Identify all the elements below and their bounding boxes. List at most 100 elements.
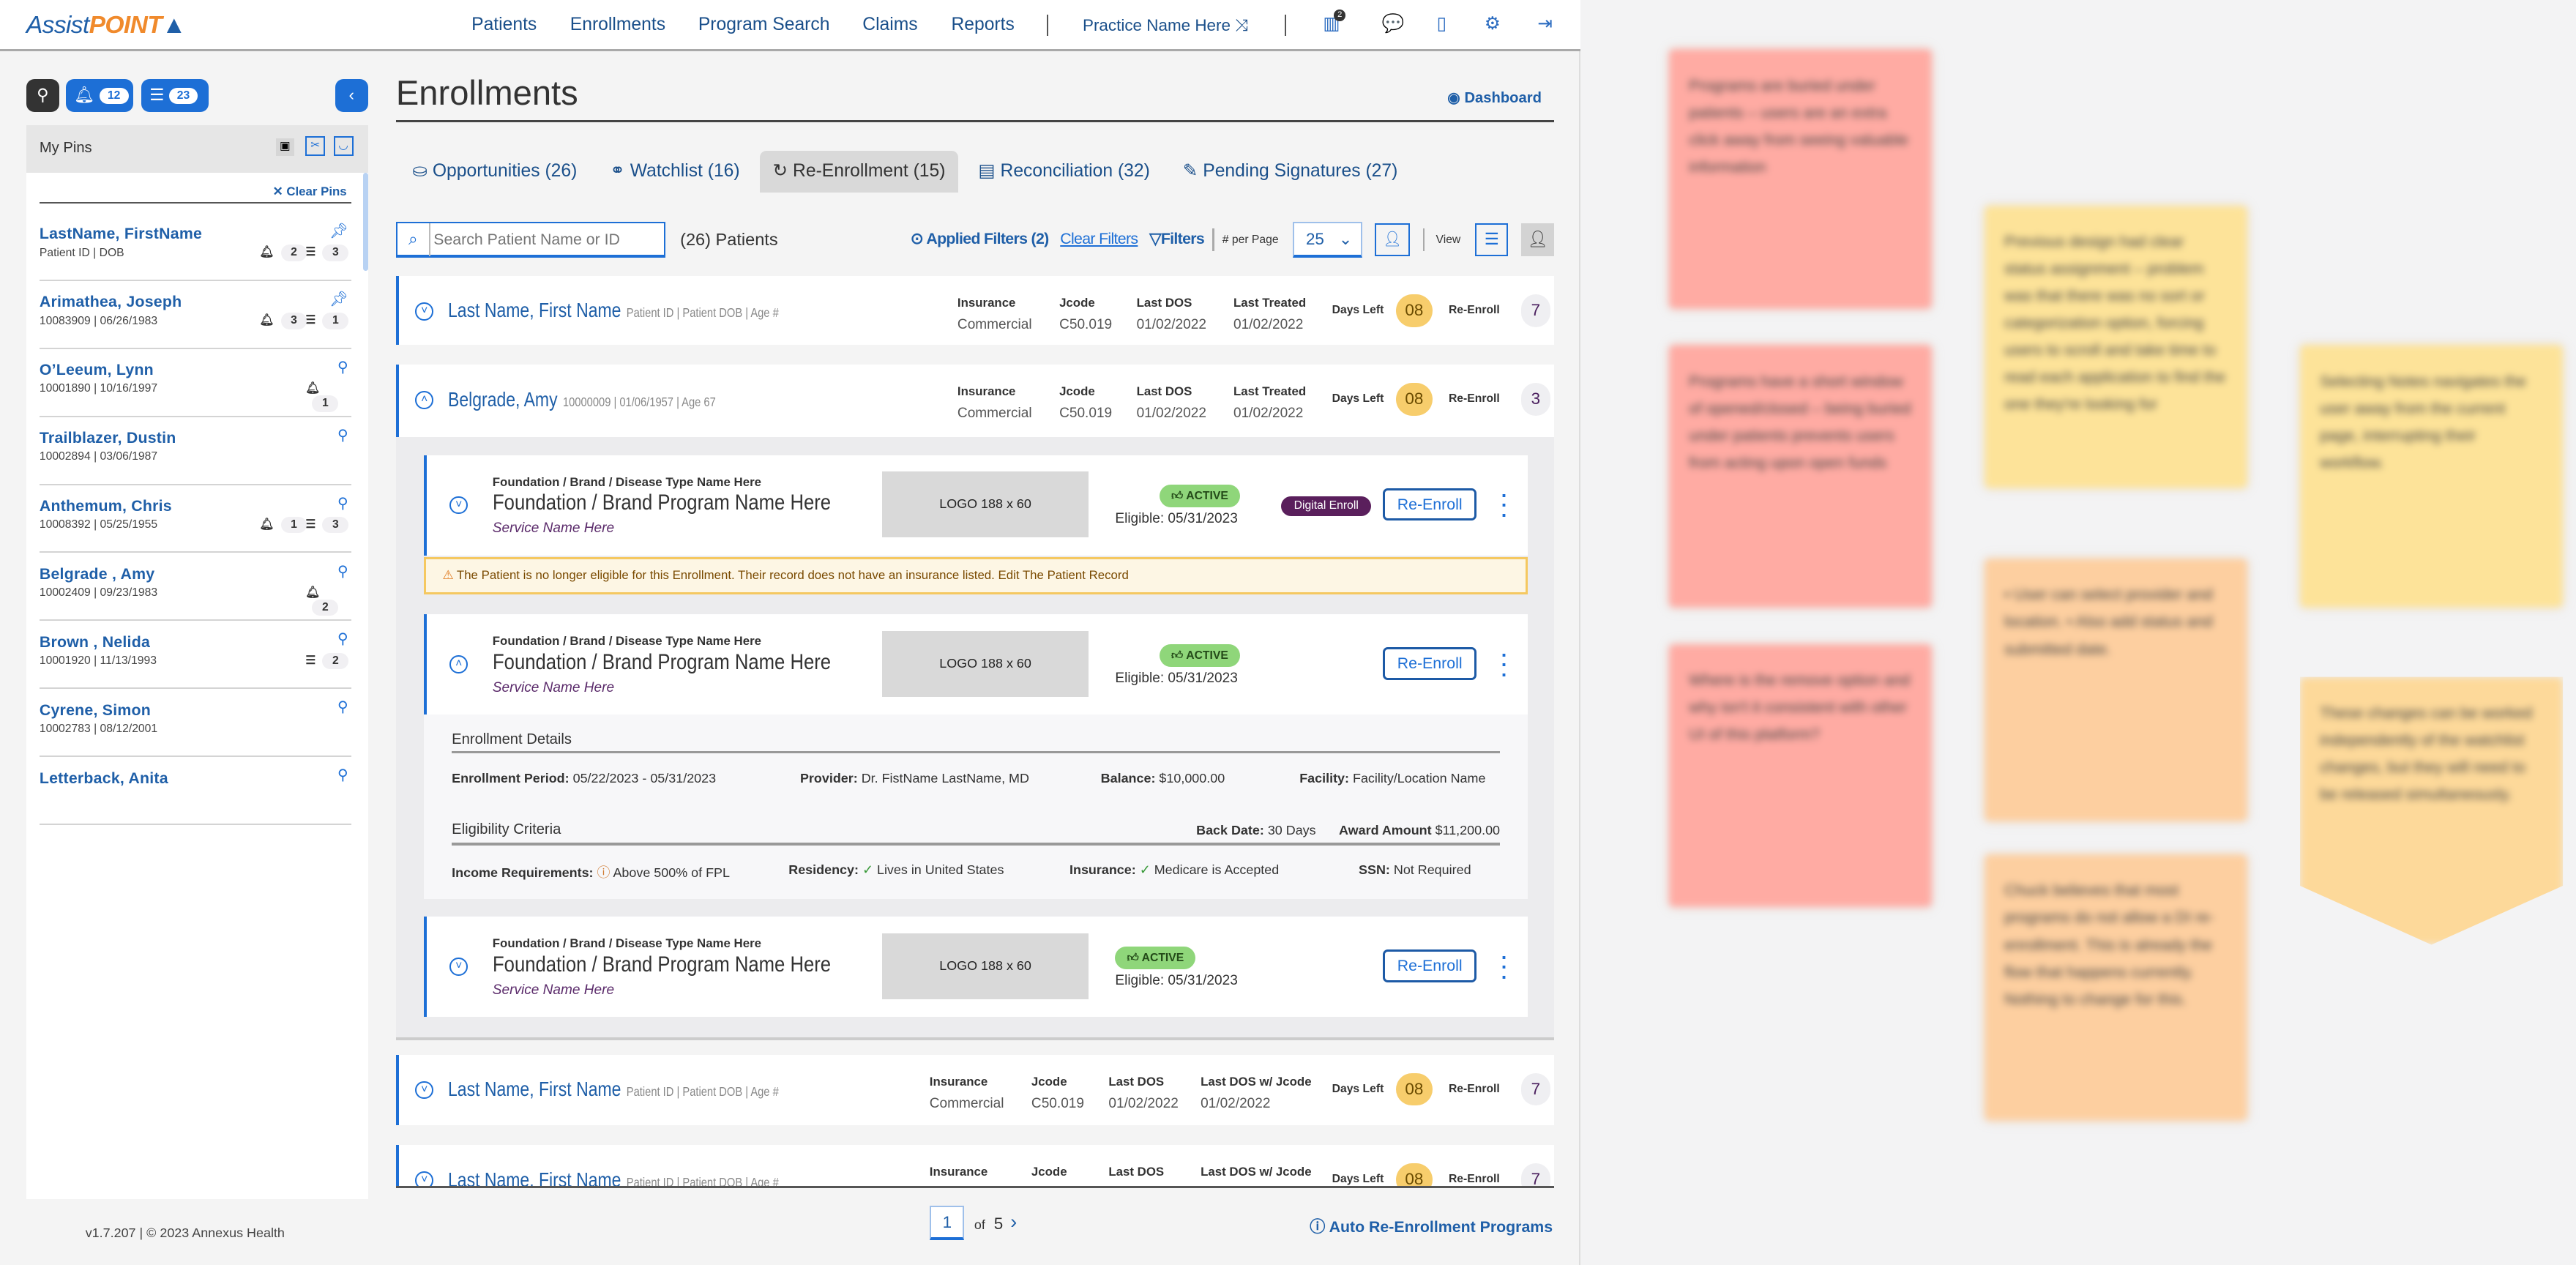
chevron-down-circle-icon[interactable]: ˅ [449, 496, 468, 515]
practice-switcher[interactable]: Practice Name Here ⤨ [1083, 16, 1248, 35]
sticky-note[interactable]: Previous design had clear status assignm… [1985, 206, 2247, 488]
sticky-note[interactable]: These changes can be worked independentl… [2300, 677, 2563, 945]
re-enroll-button[interactable]: Re-Enroll [1383, 488, 1476, 521]
pin-filled-icon[interactable]: 📌︎ [329, 222, 348, 240]
re-enroll-button[interactable]: Re-Enroll [1383, 647, 1476, 680]
more-options-icon[interactable]: · · · [1501, 651, 1511, 680]
clear-pins-button[interactable]: ✕ Clear Pins [273, 184, 347, 199]
ribbon-filter-icon[interactable]: ✂ [305, 136, 325, 156]
bowl-filter-icon[interactable]: ◡ [334, 136, 354, 156]
logout-icon[interactable]: ⇥ [1534, 13, 1556, 34]
sticky-note[interactable]: Programs are buried under patients – use… [1669, 49, 1932, 309]
list-view-button[interactable]: ☰ [1475, 223, 1508, 256]
sticky-note[interactable]: Programs have a short window of opened/c… [1669, 345, 1932, 608]
document-icon[interactable]: ▯ [1431, 13, 1452, 34]
pin-name[interactable]: Anthemum, Chris [40, 497, 172, 515]
pin-outline-icon[interactable]: ⚲ [337, 766, 348, 784]
next-page-button[interactable]: › [1010, 1211, 1017, 1234]
chat-help-icon[interactable]: 💬 [1381, 13, 1403, 34]
search-field[interactable] [433, 226, 660, 253]
pins-button[interactable]: ⚲ [26, 79, 59, 112]
notif-badge: 2 [1334, 10, 1345, 21]
re-enroll-button[interactable]: Re-Enroll [1383, 949, 1476, 982]
pin-outline-icon[interactable]: ⚲ [337, 494, 348, 512]
pin-filled-icon[interactable]: 📌︎ [329, 290, 348, 308]
auto-reenrollment-link[interactable]: ⓘ Auto Re-Enrollment Programs [1310, 1214, 1553, 1237]
tab-watchlist[interactable]: ⚭ Watchlist (16) [597, 151, 753, 192]
chevron-down-circle-icon[interactable]: ˅ [415, 1171, 433, 1186]
tab-label: Pending Signatures (27) [1203, 161, 1397, 181]
pin-outline-icon[interactable]: ⚲ [337, 358, 348, 376]
chevron-down-circle-icon[interactable]: ˅ [415, 1081, 433, 1100]
tab-re-enrollment[interactable]: ↻ Re-Enrollment (15) [760, 151, 959, 192]
sticky-note[interactable]: Where is the remove option and why isn't… [1669, 644, 1932, 907]
pin-outline-icon[interactable]: ⚲ [337, 698, 348, 716]
applied-filters-toggle[interactable]: ⊙ Applied Filters (2) [911, 230, 1049, 248]
collapse-sidebar-button[interactable]: ‹ [335, 79, 368, 112]
chevron-down-circle-icon[interactable]: ˅ [449, 958, 468, 976]
nav-patients[interactable]: Patients [471, 15, 537, 35]
warning-text[interactable]: The Patient is no longer eligible for th… [457, 568, 1129, 582]
pin-name[interactable]: LastName, FirstName [40, 225, 202, 243]
dashboard-link[interactable]: ◉ Dashboard [1447, 89, 1542, 107]
nav-enrollments[interactable]: Enrollments [570, 15, 665, 35]
chevron-down-circle-icon[interactable]: ˅ [415, 302, 433, 321]
pin-name[interactable]: Cyrene, Simon [40, 701, 151, 720]
pin-name[interactable]: Letterback, Anita [40, 769, 168, 788]
alert-count: 🔔︎2 [260, 245, 307, 261]
more-options-icon[interactable]: · · · [1501, 953, 1511, 982]
pin-name[interactable]: Brown , Nelida [40, 633, 150, 652]
gear-icon[interactable]: ⚙ [1482, 13, 1503, 34]
pin-name[interactable]: O’Leeum, Lynn [40, 361, 154, 379]
tab-pending[interactable]: ✎ Pending Signatures (27) [1170, 151, 1411, 192]
version-footer: v1.7.207 | © 2023 Annexus Health [86, 1225, 285, 1241]
alerts-button[interactable]: 🔔︎ 12 [66, 79, 133, 112]
folder-filter-icon[interactable]: ▣ [276, 138, 294, 157]
sticky-note[interactable]: Selecting Notes navigates the user away … [2300, 345, 2563, 608]
tab-opportunities[interactable]: ⛀ Opportunities (26) [399, 151, 590, 192]
pin-outline-icon[interactable]: ⚲ [337, 630, 348, 648]
filters-button[interactable]: ▽Filters [1149, 230, 1204, 248]
patient-view-button[interactable]: 👤︎ [1521, 223, 1554, 256]
chevron-up-circle-icon[interactable]: ˄ [449, 655, 468, 673]
more-options-icon[interactable]: · · · [1501, 491, 1511, 520]
pins-scrollbar[interactable] [363, 173, 368, 272]
tasks-icon[interactable]: ▥2 [1321, 13, 1342, 34]
pin-name[interactable]: Arimathea, Joseph [40, 293, 182, 311]
sticky-note[interactable]: • User can select provider and location.… [1985, 559, 2247, 821]
page-input[interactable]: 1 [930, 1206, 964, 1240]
nav-claims[interactable]: Claims [862, 15, 917, 35]
pin-name[interactable]: Belgrade , Amy [40, 565, 155, 583]
logo[interactable]: AssistPOINT▲ [26, 12, 186, 40]
tasks-button[interactable]: ☰ 23 [141, 79, 209, 112]
tab-reconciliation[interactable]: ▤ Reconciliation (32) [965, 151, 1162, 192]
pin-name[interactable]: Trailblazer, Dustin [40, 429, 176, 447]
nav-program-search[interactable]: Program Search [698, 15, 830, 35]
pin-outline-icon[interactable]: ⚲ [337, 426, 348, 444]
pin-item[interactable]: Letterback, Anita ⚲ [40, 758, 351, 825]
per-page-select[interactable]: 25 ⌄ [1293, 222, 1362, 258]
pin-outline-icon[interactable]: ⚲ [337, 562, 348, 581]
clear-filters-link[interactable]: Clear Filters [1060, 230, 1138, 248]
nav-reports[interactable]: Reports [951, 15, 1014, 35]
search-input[interactable]: ⌕ [396, 222, 665, 258]
sticky-note[interactable]: Chuck believes that most programs do not… [1985, 854, 2247, 1121]
chevron-up-circle-icon[interactable]: ˄ [415, 391, 433, 409]
add-user-button[interactable]: 👤︎ [1375, 223, 1409, 256]
